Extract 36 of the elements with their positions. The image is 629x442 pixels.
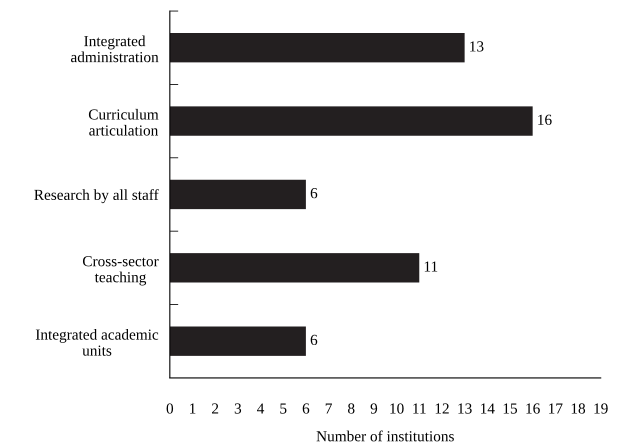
x-tick-label: 11 xyxy=(413,403,426,414)
x-tick-label: 13 xyxy=(458,403,472,414)
x-tick-label: 4 xyxy=(257,403,264,414)
data-label: 16 xyxy=(538,114,552,125)
x-tick-label: 10 xyxy=(390,403,404,414)
data-label: 13 xyxy=(470,41,484,52)
x-axis-title: Number of institutions xyxy=(316,430,454,442)
x-tick-label: 9 xyxy=(370,403,378,414)
x-tick-label: 17 xyxy=(549,403,563,414)
bar xyxy=(170,106,533,136)
y-tick-label: Cross-sector teaching xyxy=(82,256,159,286)
x-tick-label: 5 xyxy=(280,404,286,414)
data-label: 11 xyxy=(424,261,438,272)
bar xyxy=(170,253,420,283)
x-tick-label: 14 xyxy=(481,403,495,414)
bar xyxy=(170,33,465,62)
x-tick-label: 18 xyxy=(572,403,586,414)
x-tick-label: 0 xyxy=(166,403,174,414)
x-tick-label: 1 xyxy=(190,403,196,414)
x-tick-label: 7 xyxy=(326,404,332,414)
x-tick-label: 16 xyxy=(526,403,540,414)
x-tick-label: 8 xyxy=(348,403,354,414)
data-label: 6 xyxy=(310,188,318,198)
x-tick-label: 19 xyxy=(594,403,608,414)
data-label: 6 xyxy=(310,334,318,346)
x-tick-label: 2 xyxy=(212,403,218,414)
x-tick-label: 15 xyxy=(504,403,518,414)
bar xyxy=(170,180,306,210)
x-tick-label: 3 xyxy=(234,403,242,414)
y-tick-label: Research by all staff xyxy=(34,189,159,204)
y-tick-label: Integrated academic units xyxy=(36,328,158,356)
x-tick-label: 12 xyxy=(436,403,449,414)
bar xyxy=(170,326,306,356)
x-tick-label: 6 xyxy=(302,403,310,414)
y-tick-label: Integrated administration xyxy=(71,35,158,62)
y-tick-label: Curriculum articulation xyxy=(88,108,158,136)
